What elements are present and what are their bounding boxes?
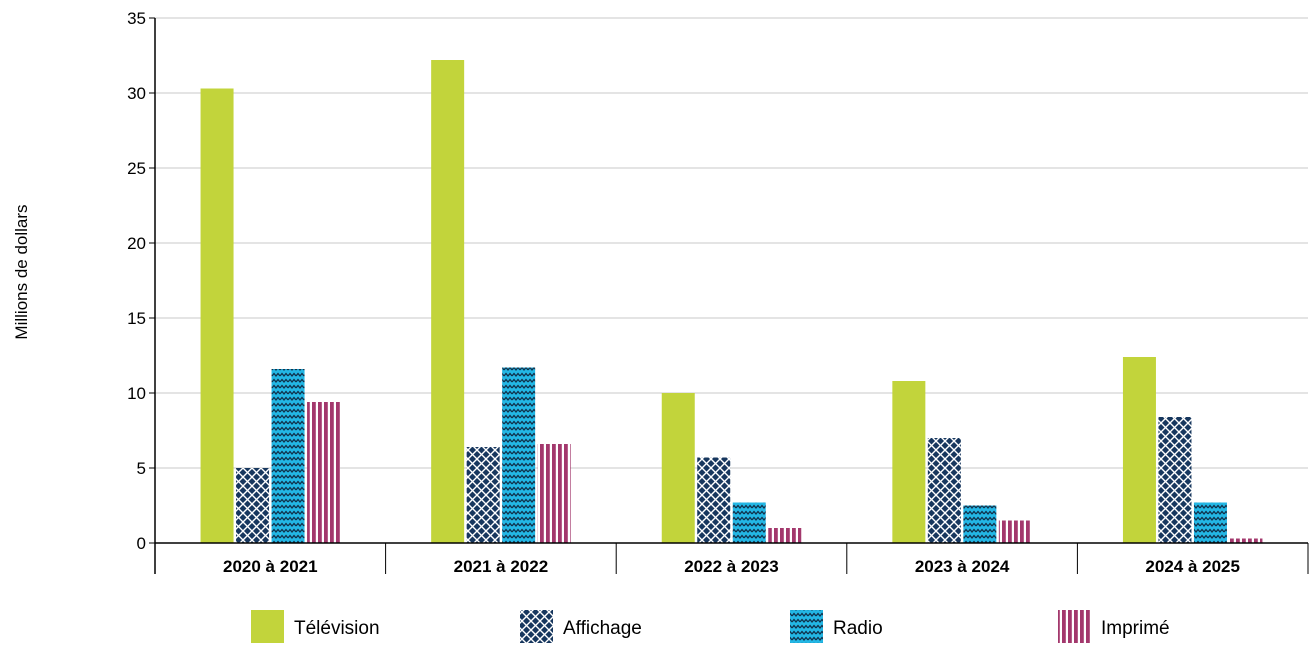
- legend-swatch-vertical-stripes: [1058, 610, 1091, 643]
- y-axis-label: Millions de dollars: [12, 204, 31, 339]
- bar-crosshatch-1: [466, 447, 500, 543]
- bar-solid-4: [1122, 357, 1156, 543]
- x-category-label: 2021 à 2022: [454, 557, 549, 576]
- bar-zigzag-2: [732, 502, 766, 543]
- legend-swatch-zigzag: [790, 610, 823, 643]
- bar-crosshatch-4: [1158, 417, 1192, 543]
- axes: [154, 18, 1309, 574]
- y-tick-label: 5: [137, 459, 146, 478]
- gridlines: [149, 17, 1308, 544]
- bar-zigzag-0: [271, 369, 305, 543]
- bar-vertical-stripes-3: [998, 520, 1032, 543]
- bar-vertical-stripes-1: [537, 444, 571, 543]
- legend-swatch-crosshatch: [520, 610, 553, 643]
- x-category-label: 2023 à 2024: [915, 557, 1010, 576]
- y-tick-label: 20: [127, 234, 146, 253]
- y-tick-label: 25: [127, 159, 146, 178]
- bar-vertical-stripes-0: [307, 402, 341, 543]
- x-category-label: 2020 à 2021: [223, 557, 318, 576]
- bar-zigzag-1: [502, 367, 536, 543]
- bar-solid-3: [892, 381, 926, 543]
- y-tick-label: 15: [127, 309, 146, 328]
- bars: [200, 60, 1263, 543]
- bar-crosshatch-0: [236, 468, 270, 543]
- y-tick-label: 30: [127, 84, 146, 103]
- bar-vertical-stripes-2: [768, 528, 802, 543]
- legend-swatch-solid: [251, 610, 284, 643]
- bar-solid-0: [200, 88, 234, 543]
- x-category-label: 2024 à 2025: [1145, 557, 1240, 576]
- x-category-labels: 2020 à 2021 2021 à 2022 2022 à 2023 2023 à …: [223, 543, 1240, 576]
- x-category-label: 2022 à 2023: [684, 557, 779, 576]
- bar-solid-1: [431, 60, 465, 543]
- bar-crosshatch-2: [697, 457, 731, 543]
- bar-zigzag-3: [963, 505, 997, 543]
- legend-label: Imprimé: [1101, 618, 1170, 639]
- legend: Télévision Affichage Radio Imprimé: [251, 610, 1170, 643]
- y-tick-label: 35: [127, 9, 146, 28]
- y-tick-label: 10: [127, 384, 146, 403]
- bar-solid-2: [661, 393, 695, 543]
- legend-label: Télévision: [294, 618, 380, 639]
- bar-vertical-stripes-4: [1229, 538, 1263, 543]
- legend-label: Affichage: [563, 618, 642, 639]
- bar-crosshatch-3: [927, 438, 961, 543]
- y-tick-label: 0: [137, 534, 146, 553]
- y-tick-labels: 0 5 10 15 20 25 30 35: [127, 9, 146, 553]
- bar-zigzag-4: [1193, 502, 1227, 543]
- legend-label: Radio: [833, 618, 883, 639]
